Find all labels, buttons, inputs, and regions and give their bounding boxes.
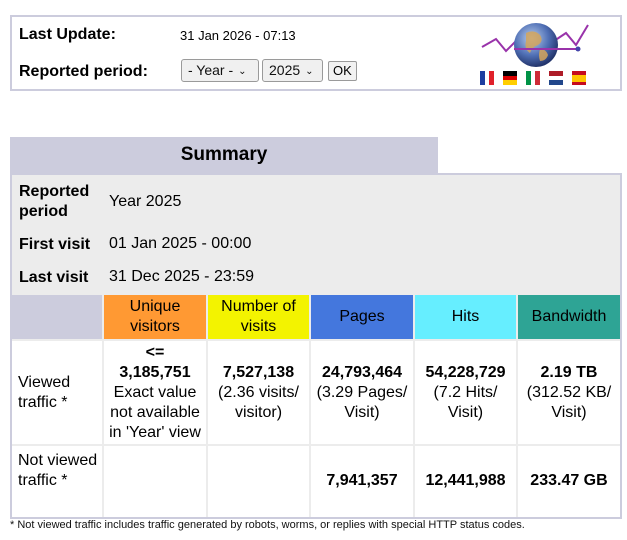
de-flag-icon[interactable] (503, 71, 517, 86)
last-visit-value: 31 Dec 2025 - 23:59 (109, 268, 254, 285)
pages-header: Pages (311, 295, 413, 339)
last-visit-label: Last visit (19, 269, 89, 286)
corner-header (12, 295, 102, 339)
footnote: * Not viewed traffic includes traffic ge… (10, 519, 525, 531)
not-viewed-visits-cell (208, 446, 309, 517)
pages-cell: 24,793,464 (3.29 Pages/ Visit) (311, 341, 413, 444)
nl-flag-icon[interactable] (549, 71, 563, 86)
not-viewed-hits-value: 12,441,988 (425, 472, 506, 489)
awstats-logo-icon (481, 23, 589, 67)
bandwidth-value: 2.19 TB (540, 364, 598, 381)
unique-visitors-value: 3,185,751 (119, 364, 191, 381)
chevron-down-icon: ⌄ (238, 65, 247, 77)
visits-cell: 7,527,138 (2.36 visits/ visitor) (208, 341, 309, 444)
not-viewed-pages-value: 7,941,357 (326, 472, 398, 489)
hits-header: Hits (415, 295, 516, 339)
first-visit-value: 01 Jan 2025 - 00:00 (109, 235, 252, 252)
pages-note: (3.29 Pages/ Visit) (316, 384, 408, 421)
hits-cell: 54,228,729 (7.2 Hits/ Visit) (415, 341, 516, 444)
last-update-value: 31 Jan 2026 - 07:13 (180, 28, 296, 43)
reported-period-row-value: Year 2025 (109, 193, 182, 210)
period-mode-select[interactable]: - Year - ⌄ (181, 59, 259, 82)
chevron-down-icon: ⌄ (305, 65, 314, 77)
unique-visitors-cell: <= 3,185,751 Exact value not available i… (104, 341, 206, 444)
not-viewed-bandwidth-value: 233.47 GB (530, 472, 608, 489)
visits-note: (2.36 visits/ visitor) (218, 384, 299, 421)
not-viewed-hits-cell: 12,441,988 (415, 446, 516, 517)
not-viewed-pages-cell: 7,941,357 (311, 446, 413, 517)
summary-title: Summary (10, 137, 438, 173)
fr-flag-icon[interactable] (480, 71, 495, 85)
hits-value: 54,228,729 (425, 364, 506, 381)
reported-period-label: Reported period: (19, 63, 148, 80)
last-update-label: Last Update: (19, 26, 116, 43)
unique-visitors-header: Unique visitors (104, 295, 206, 339)
visits-value: 7,527,138 (222, 364, 295, 381)
period-mode-value: - Year - (188, 62, 234, 78)
ok-button[interactable]: OK (328, 61, 357, 81)
unique-visitors-prefix: <= (145, 344, 165, 361)
not-viewed-unique-visitors-cell (104, 446, 206, 517)
reported-period-row-label: Reported period (19, 183, 90, 220)
year-value: 2025 (269, 62, 301, 78)
year-select[interactable]: 2025 ⌄ (262, 59, 323, 82)
bandwidth-header: Bandwidth (518, 295, 620, 339)
not-viewed-bandwidth-cell: 233.47 GB (518, 446, 620, 517)
es-flag-icon[interactable] (572, 71, 586, 85)
not-viewed-traffic-label: Not viewed traffic * (12, 446, 102, 517)
bandwidth-cell: 2.19 TB (312.52 KB/ Visit) (518, 341, 620, 444)
it-flag-icon[interactable] (526, 71, 541, 85)
viewed-traffic-label: Viewed traffic * (12, 341, 102, 444)
pages-value: 24,793,464 (321, 364, 403, 381)
hits-note: (7.2 Hits/ Visit) (433, 384, 498, 421)
first-visit-label: First visit (19, 236, 91, 253)
header-panel: Last Update: 31 Jan 2026 - 07:13 Reporte… (10, 15, 622, 91)
language-flags (480, 71, 586, 86)
unique-visitors-note: Exact value not available in 'Year' view (109, 384, 201, 441)
bandwidth-note: (312.52 KB/ Visit) (526, 384, 612, 421)
visits-header: Number of visits (208, 295, 309, 339)
summary-panel: Reported period Year 2025 First visit 01… (10, 173, 622, 519)
